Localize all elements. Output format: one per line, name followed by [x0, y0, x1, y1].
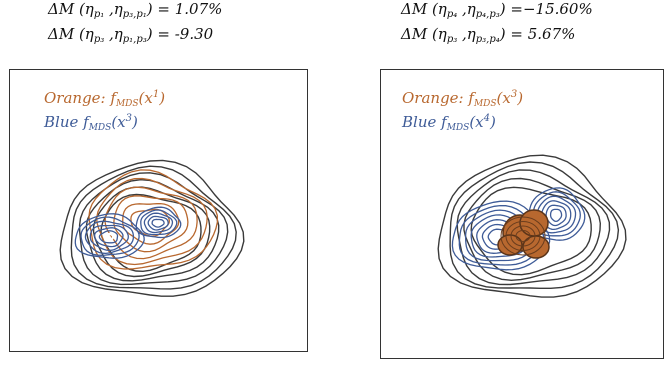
left-contour-blue-b — [143, 212, 174, 234]
right-contour-blue-b — [549, 208, 563, 223]
left-legend-orange: Orange: fMDS(x1) — [44, 86, 165, 110]
right-metric-2-prefix: ΔM (η — [401, 25, 447, 43]
left-contour-blue-b — [135, 206, 182, 239]
left-metric-2-sub1: p₃ — [93, 34, 105, 45]
right-metric-2-suffix: ) = 5.67% — [499, 25, 576, 43]
left-metric-1-sub1: p₁ — [93, 9, 105, 20]
left-legend: Orange: fMDS(x1) Blue fMDS(x3) — [44, 86, 165, 134]
left-metric-1-suffix: ) = 1.07% — [146, 0, 223, 18]
right-legend: Orange: fMDS(x3) Blue fMDS(x4) — [402, 86, 523, 134]
left-contour-orange — [88, 169, 219, 270]
left-contour-blue-b — [151, 218, 165, 228]
right-metric-2-mid: ,η — [457, 25, 476, 43]
left-metric-1-prefix: ΔM (η — [48, 0, 94, 18]
right-contour-blue-a — [451, 200, 551, 271]
right-metric-2-sub1: p₃ — [446, 34, 458, 45]
left-contour-blue-b — [140, 209, 178, 236]
left-legend-orange-sup: 1 — [152, 89, 160, 100]
left-legend-blue-sup: 3 — [125, 113, 132, 124]
left-contour-blue-a — [93, 227, 124, 248]
left-contour-blue-b — [147, 215, 169, 231]
right-legend-blue-func: f — [441, 113, 447, 131]
right-metric-2-sub2: p₃,p₄ — [475, 34, 500, 45]
right-metric-1-mid: ,η — [457, 0, 476, 18]
right-contour-blue-b — [545, 204, 567, 227]
left-contour-blue-core — [104, 233, 114, 241]
right-legend-blue-close: ) — [490, 113, 496, 131]
left-legend-blue: Blue fMDS(x3) — [44, 110, 165, 134]
left-contour-blue-a — [98, 230, 119, 244]
left-legend-orange-arg: (x — [138, 89, 153, 107]
left-contour-dark — [92, 186, 211, 278]
left-legend-orange-func: f — [110, 89, 116, 107]
right-metric-1-suffix: ) =−15.60% — [499, 0, 593, 18]
right-contour-blue-a — [458, 204, 545, 266]
right-metric-1-sub1: p₄ — [446, 9, 458, 20]
right-legend-orange-func: f — [468, 89, 474, 107]
right-legend-orange-sup: 3 — [510, 89, 518, 100]
right-legend-orange-close: ) — [517, 89, 524, 107]
right-contour-dark — [437, 154, 627, 298]
left-contour-blue-a — [80, 216, 140, 256]
right-metric-1-sub2: p₄,p₃ — [475, 9, 500, 20]
right-legend-blue: Blue fMDS(x4) — [402, 110, 523, 134]
right-legend-blue-sub: MDS — [446, 123, 470, 133]
right-metric-line-1: ΔM (ηp₄ ,ηp₄,p₃) =−15.60% — [401, 0, 593, 21]
left-legend-blue-label: Blue — [44, 113, 84, 131]
left-metric-line-1: ΔM (ηp₁ ,ηp₃,p₁) = 1.07% — [48, 0, 222, 21]
left-contour-dark — [100, 193, 202, 273]
right-legend-orange-sub: MDS — [473, 99, 497, 109]
left-metric-2-mid: ,η — [104, 25, 123, 43]
right-contour-orange-core — [497, 209, 550, 259]
left-metric-2-prefix: ΔM (η — [48, 25, 94, 43]
left-contour-dark — [70, 165, 237, 290]
right-legend-blue-arg: (x — [469, 113, 484, 131]
left-contour-blue-a — [84, 220, 135, 255]
left-metric-2-suffix: ) = -9.30 — [146, 25, 214, 43]
right-legend-orange: Orange: fMDS(x3) — [402, 86, 523, 110]
left-legend-blue-arg: (x — [111, 113, 126, 131]
left-legend-blue-close: ) — [132, 113, 138, 131]
left-contour-dark — [59, 159, 245, 297]
left-legend-orange-label: Orange: — [44, 89, 111, 107]
right-contour-dark — [463, 177, 602, 282]
left-contour-blue-a — [89, 224, 129, 252]
right-legend-blue-label: Blue — [402, 113, 442, 131]
right-contour-dark — [456, 169, 611, 286]
left-legend-orange-close: ) — [159, 89, 166, 107]
left-legend-blue-func: f — [83, 113, 89, 131]
left-metric-line-2: ΔM (ηp₃ ,ηp₁,p₃) = -9.30 — [48, 25, 213, 46]
right-contour-dark — [449, 161, 620, 289]
left-contour-orange — [113, 195, 189, 253]
left-metric-2-sub2: p₁,p₃ — [122, 34, 147, 45]
left-metric-1-mid: ,η — [104, 0, 123, 18]
right-metric-1-prefix: ΔM (η — [401, 0, 447, 18]
left-contour-blue-a — [74, 213, 145, 259]
right-legend-orange-arg: (x — [496, 89, 511, 107]
left-legend-blue-sub: MDS — [88, 123, 112, 133]
right-contour-dark — [470, 186, 592, 276]
left-metric-1-sub2: p₃,p₁ — [122, 9, 147, 20]
right-legend-orange-label: Orange: — [402, 89, 469, 107]
left-legend-orange-sub: MDS — [115, 99, 139, 109]
right-legend-blue-sup: 4 — [483, 113, 490, 124]
right-metric-line-2: ΔM (ηp₃ ,ηp₃,p₄) = 5.67% — [401, 25, 575, 46]
